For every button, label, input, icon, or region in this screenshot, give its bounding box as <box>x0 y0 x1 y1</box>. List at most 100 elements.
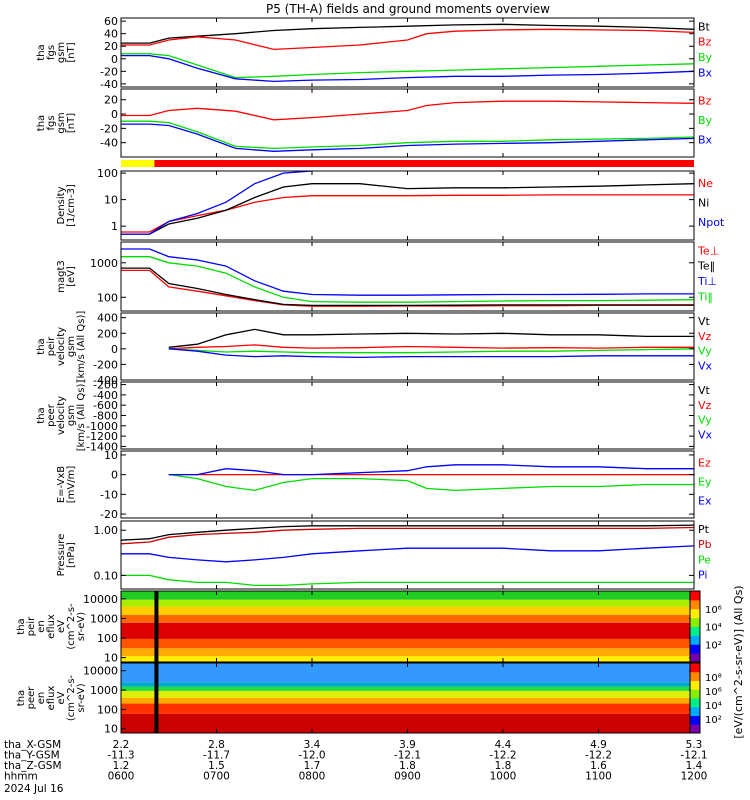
ion_spec-colorbar-cell <box>690 626 700 636</box>
velocity-ylabel-line: gsm <box>66 336 77 357</box>
temperature-ylabel-line: [eV] <box>66 266 77 287</box>
density-panel <box>120 170 695 241</box>
pressure-ytick-label: 1.00 <box>94 524 119 537</box>
density-frame <box>120 170 695 241</box>
pressure-series-Pt <box>121 524 694 541</box>
xaxis-row-value: 4.9 <box>590 739 607 751</box>
elec_spec-band-4 <box>121 690 694 698</box>
fgs_total-ytick-label: -40 <box>100 78 118 91</box>
fgs_dsl-ylabel-line: [nT] <box>66 113 77 133</box>
xaxis-row-label: tha_Z-GSM <box>4 760 62 772</box>
temperature-legend-3: Ti⊥ <box>697 275 717 288</box>
ion_spec-colorbar-cell <box>690 608 700 619</box>
xaxis-row-value: 1.5 <box>208 760 225 772</box>
ion_spec-band-7 <box>121 599 694 607</box>
xaxis-row-value: 1.8 <box>495 760 512 772</box>
elec_spec-ylabel-line: sr-eV) <box>76 683 87 712</box>
temperature-ylabel-line: magt3 <box>56 260 67 293</box>
elec_spec-colorbar-cell <box>690 671 700 681</box>
density-series-group <box>121 171 694 235</box>
ion_spec-ylabel-line: en <box>36 620 47 633</box>
ion_spec-band-8 <box>121 591 694 600</box>
pressure-legend-3: Pe <box>698 553 711 566</box>
temperature-legend-2: Te‖ <box>697 260 715 273</box>
density-series-Ne <box>121 194 694 233</box>
ion_spec-ylabel-line: tha <box>16 618 27 634</box>
fgs_dsl-ylabel: tha fgs gsm [nT] <box>36 112 77 133</box>
elec_spec-ytick-label: 100 <box>97 703 118 716</box>
elec_spec-colorbar-cell <box>690 663 700 673</box>
elec_spec-panel <box>120 662 695 734</box>
xaxis-row-value: 1200 <box>681 771 708 783</box>
velocity_e-legend-2: Vz <box>698 399 712 412</box>
efield-frame <box>120 450 695 519</box>
ion_spec-ylabel-line: peir <box>26 616 37 636</box>
velocity_e-ylabel-line: peer <box>46 403 57 427</box>
temperature-series-group <box>121 248 694 307</box>
fgs_dsl-ylabel-line: fgs <box>46 115 57 130</box>
xaxis-row-value: 1.8 <box>399 760 416 772</box>
velocity_e-ylabel: tha peer velocity gsm [km/s (All Qs)] <box>36 380 87 452</box>
velocity-ytick-label: -400 <box>93 374 118 387</box>
temperature-panel <box>120 241 695 312</box>
velocity-ylabel-line: velocity <box>56 327 67 366</box>
velocity-ytick-label: -200 <box>93 358 118 371</box>
velocity-series-group <box>168 328 694 359</box>
xaxis-row-value: 2.2 <box>113 739 130 751</box>
fgs_dsl-panel <box>120 88 695 158</box>
xaxis-row-value: -12.2 <box>585 750 612 762</box>
temperature-ytick-label: 100 <box>97 291 118 304</box>
mode_bar-panel <box>121 160 695 167</box>
velocity_e-legend-1: Vt <box>698 384 711 397</box>
ion_spec-gap-marker <box>154 591 159 662</box>
ion_spec-ylabel-line: (cm^2-s- <box>66 603 77 650</box>
pressure-panel <box>120 520 695 590</box>
velocity-legend-1: Vt <box>698 315 711 328</box>
velocity-legend-4: Vx <box>698 360 713 373</box>
xaxis-row-value: 4.4 <box>495 739 512 751</box>
velocity_e-legend-3: Vy <box>698 414 712 427</box>
density-ytick-label: 10 <box>104 194 118 207</box>
fgs_total-ylabel-line: tha <box>36 44 47 60</box>
efield-legend-1: Ez <box>698 456 711 469</box>
efield-panel <box>120 450 695 519</box>
elec_spec-ylabel-line: tha <box>16 690 27 706</box>
elec_spec-colorbar-tick: 10⁴ <box>705 701 722 712</box>
density-legend-3: Npot <box>698 216 725 229</box>
efield-ylabel-line: [mV/m] <box>66 466 77 504</box>
elec_spec-colorbar-cell <box>690 698 700 708</box>
xaxis-row-value: 1000 <box>490 771 517 783</box>
density-series-Npot <box>121 171 313 235</box>
ion_spec-colorbar-cell <box>690 653 700 663</box>
elec_spec-ylabel: tha peer en eflux eV (cm^2-s-sr-eV) <box>16 674 87 721</box>
velocity-ytick-label: 0 <box>111 343 118 356</box>
temperature-series-Te‖ <box>121 267 694 307</box>
elec_spec-colorbar-frame <box>689 662 701 734</box>
ion_spec-colorbar-cell <box>690 644 700 654</box>
elec_spec-colorbar-tick: 10⁸ <box>705 673 722 684</box>
xaxis-row-value: -12.0 <box>298 750 325 762</box>
fgs_dsl-legend-1: Bz <box>698 95 712 108</box>
velocity-ylabel-line: [km/s (All Qs)] <box>76 311 87 383</box>
velocity_e-ytick-label: -1200 <box>86 430 118 443</box>
xaxis-row-value: 1.6 <box>590 760 607 772</box>
xaxis-row-value: -12.1 <box>394 750 421 762</box>
pressure-legend-4: Pi <box>698 568 707 581</box>
velocity-legend-3: Vy <box>698 345 712 358</box>
density-series-Ni <box>121 183 694 235</box>
xaxis-row-value: -12.2 <box>489 750 516 762</box>
elec_spec-ytick-label: 10 <box>104 723 118 736</box>
efield-ytick-label: -20 <box>100 508 118 521</box>
efield-ylabel-line: E=-VxB <box>56 466 67 503</box>
fgs_total-legend-1: Bt <box>698 20 711 33</box>
pressure-ylabel-line: Pressure <box>56 534 67 577</box>
ion_spec-ylabel-line: eV <box>56 620 67 633</box>
velocity-ytick-label: 400 <box>97 312 118 325</box>
xaxis-row-value: 0800 <box>299 771 326 783</box>
xaxis-row-label: tha_X-GSM <box>4 739 61 751</box>
ion_spec-colorbar-frame <box>689 590 701 663</box>
fgs_dsl-ylabel-line: tha <box>36 115 47 131</box>
elec_spec-colorbar-cell <box>690 706 700 716</box>
